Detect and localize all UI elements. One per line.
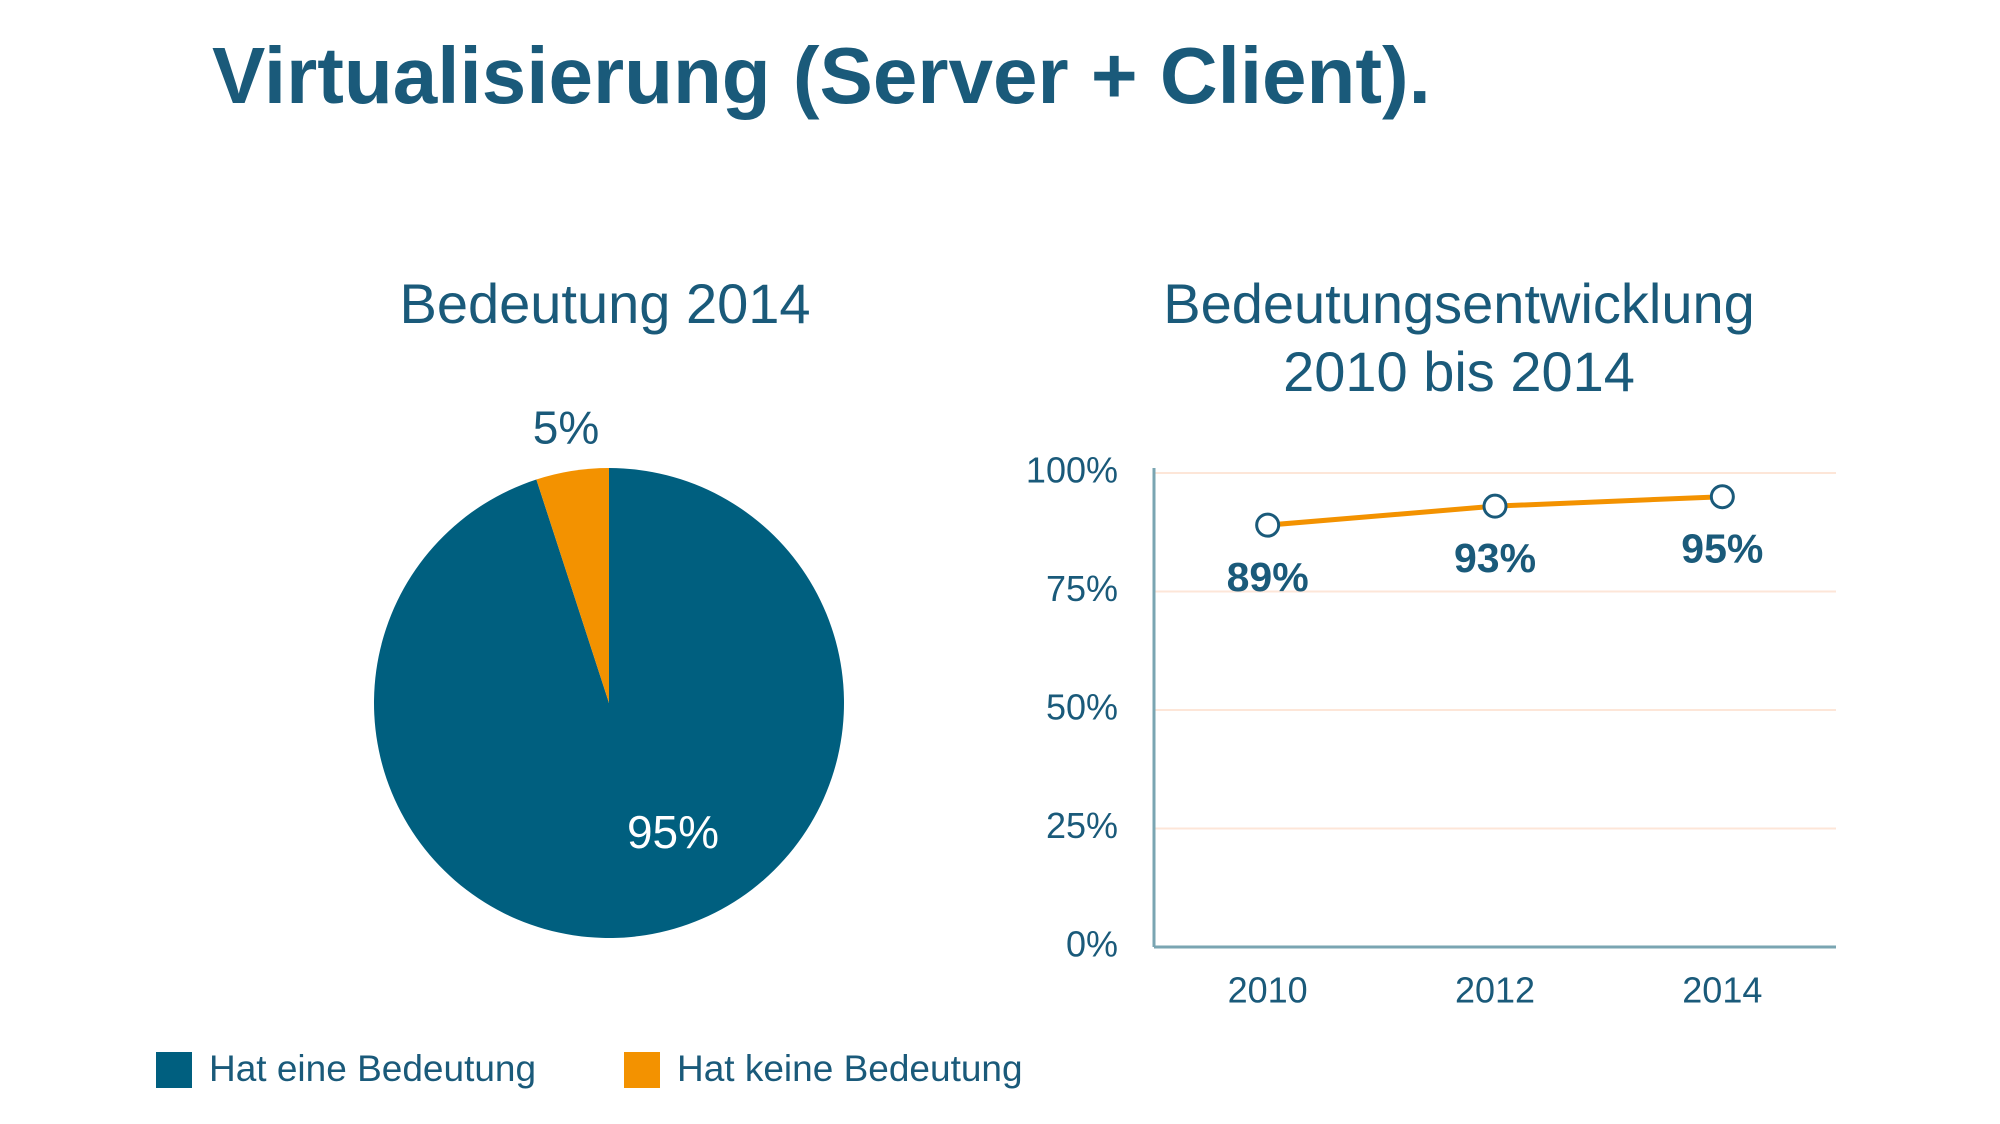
- y-tick-label: 100%: [1026, 450, 1118, 491]
- pie-slice: [373, 468, 844, 938]
- value-label: 93%: [1454, 535, 1536, 581]
- x-tick-label: 2014: [1682, 970, 1762, 1011]
- legend-label: Hat eine Bedeutung: [209, 1048, 536, 1089]
- y-tick-label: 0%: [1066, 924, 1118, 965]
- y-tick-label: 50%: [1046, 687, 1118, 728]
- line-title: Bedeutungsentwicklung 2010 bis 2014: [1163, 272, 1755, 403]
- y-tick-label: 75%: [1046, 568, 1118, 609]
- value-label: 5%: [533, 402, 599, 454]
- y-tick-label: 25%: [1046, 805, 1118, 846]
- x-tick-label: 2012: [1455, 970, 1535, 1011]
- x-tick-label: 2010: [1228, 970, 1308, 1011]
- marker: [1255, 512, 1281, 538]
- pie-title: Bedeutung 2014: [399, 272, 811, 335]
- legend-label: Hat keine Bedeutung: [677, 1048, 1023, 1089]
- page-title: Virtualisierung (Server + Client).: [212, 31, 1431, 120]
- pie-slice: [536, 468, 609, 703]
- value-label: 95%: [1681, 526, 1763, 572]
- marker: [1709, 484, 1735, 510]
- marker: [1482, 493, 1508, 519]
- value-label: 95%: [627, 806, 719, 858]
- legend-swatch: [156, 1052, 192, 1088]
- value-label: 89%: [1227, 554, 1309, 600]
- legend-swatch: [624, 1052, 660, 1088]
